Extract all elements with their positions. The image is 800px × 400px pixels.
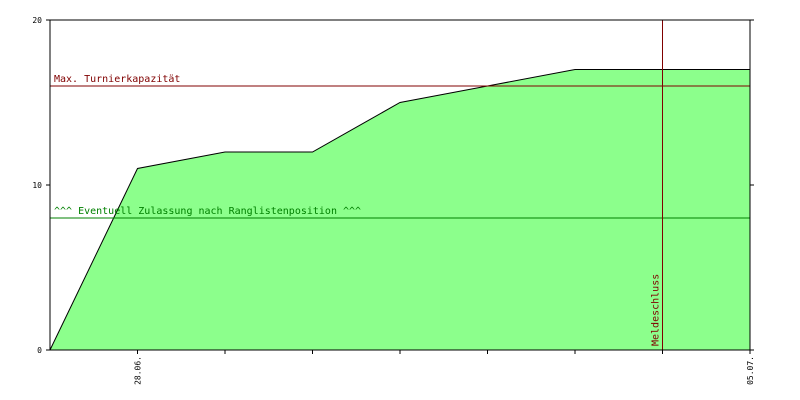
x-tick-label: 05.07. [746,356,755,385]
y-tick-label: 0 [37,346,42,355]
reference-label: Max. Turnierkapazität [54,74,180,85]
x-tick-label: 28.06. [134,356,143,385]
area [50,69,750,350]
reference-label: ^^^ Eventuell Zulassung nach Ranglistenp… [54,206,361,217]
y-tick-label: 20 [32,16,42,25]
y-tick-label: 10 [32,181,42,190]
area-line [49,69,750,351]
deadline-label: Meldeschluss [651,274,662,346]
